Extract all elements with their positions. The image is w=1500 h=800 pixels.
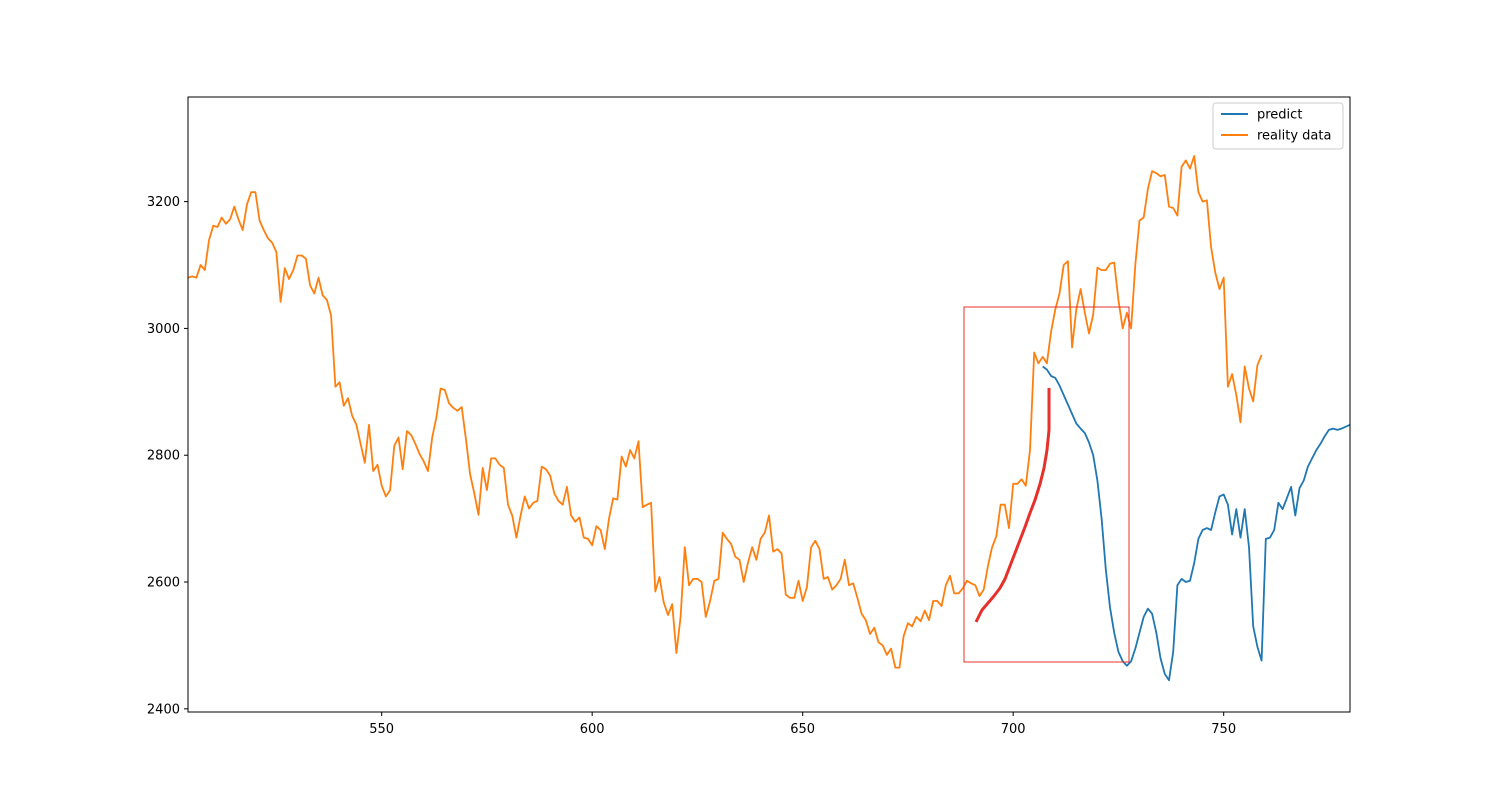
legend-label-reality-data: reality data bbox=[1257, 129, 1331, 144]
x-tick-label-650: 650 bbox=[790, 722, 815, 737]
plot-frame bbox=[187, 96, 1351, 713]
series-line-predict bbox=[1042, 365, 1350, 682]
x-tick-label-550: 550 bbox=[369, 722, 394, 737]
highlight-curve bbox=[974, 388, 1051, 623]
x-axis: 550 600 650 700 750 bbox=[369, 712, 1236, 737]
series-line-reality-data bbox=[188, 155, 1263, 669]
series-layer bbox=[188, 155, 1350, 682]
x-tick-label-700: 700 bbox=[1001, 722, 1026, 737]
legend: predict reality data bbox=[1212, 102, 1344, 150]
x-tick-label-750: 750 bbox=[1211, 722, 1236, 737]
y-tick-label-3200: 3200 bbox=[147, 195, 180, 210]
y-tick-label-2600: 2600 bbox=[147, 576, 180, 591]
highlight-box bbox=[963, 306, 1130, 663]
y-tick-label-2800: 2800 bbox=[147, 449, 180, 464]
x-tick-label-600: 600 bbox=[580, 722, 605, 737]
y-axis: 2400 2600 2800 3000 3200 bbox=[147, 195, 188, 717]
legend-label-predict: predict bbox=[1257, 108, 1302, 123]
y-tick-label-2400: 2400 bbox=[147, 702, 180, 717]
y-tick-label-3000: 3000 bbox=[147, 322, 180, 337]
